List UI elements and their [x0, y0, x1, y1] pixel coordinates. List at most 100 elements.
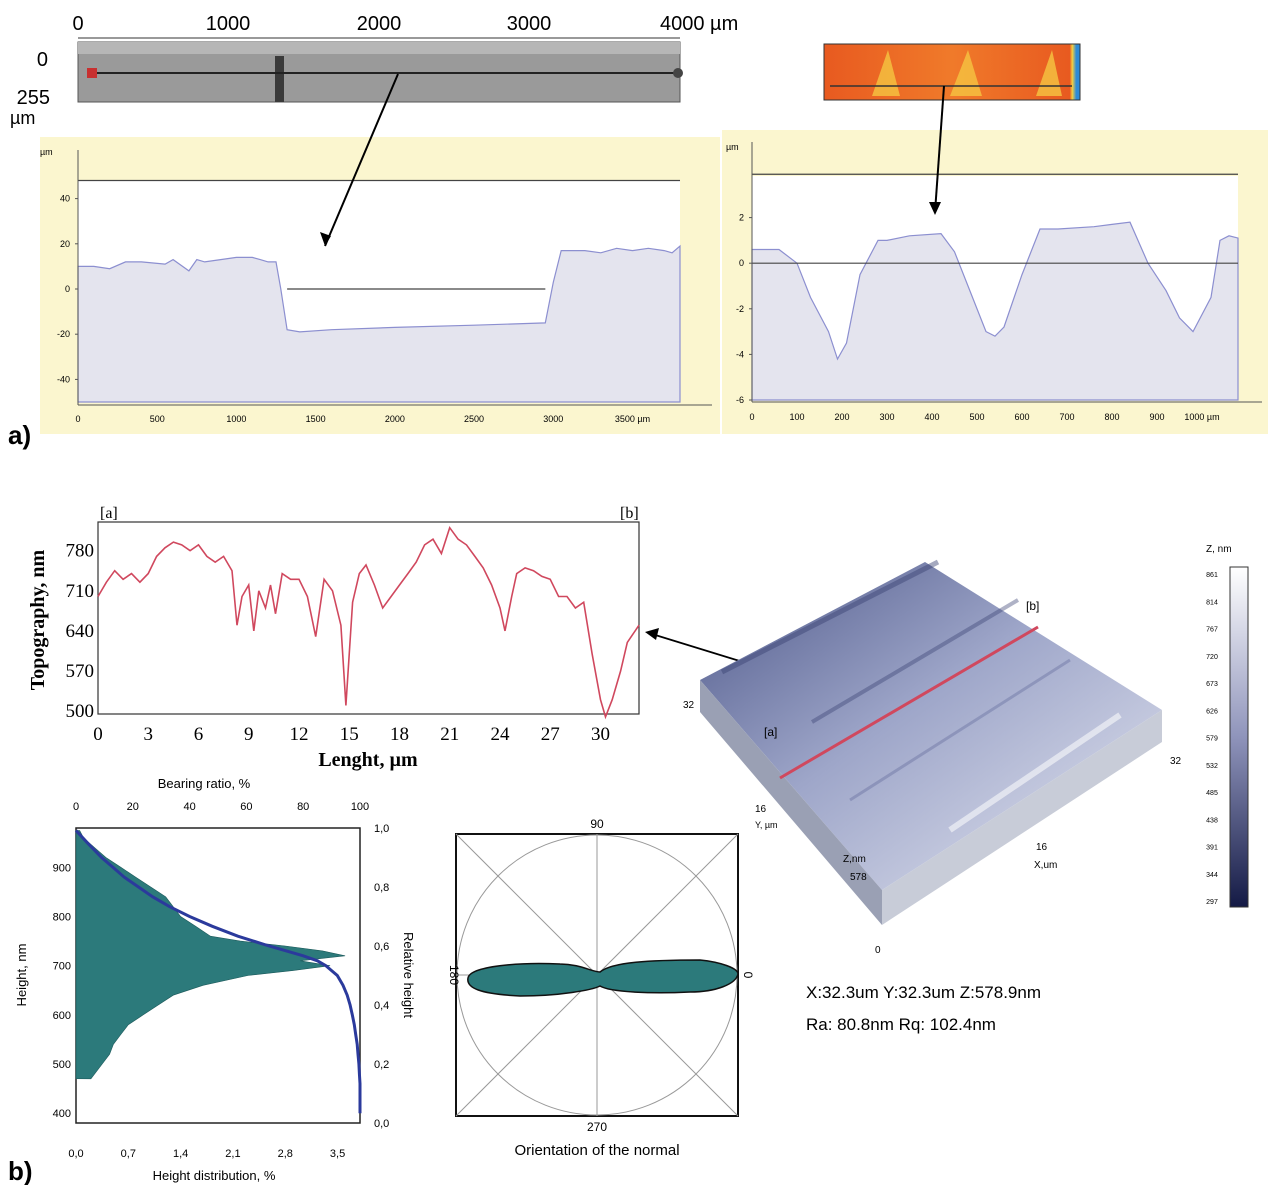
profile-a-left-xtick: 3000 [543, 414, 563, 424]
bearing-ratio-tick: 40 [183, 801, 195, 813]
bearing-ratio-curve [74, 829, 362, 1114]
arrowhead-left [320, 232, 331, 246]
profile-a-right-xtick: 1000 µm [1184, 412, 1219, 422]
profile-a-left-xtick: 2500 [464, 414, 484, 424]
profile-a-left-xtick: 1000 [226, 414, 246, 424]
topography-xtick: 21 [440, 724, 459, 745]
profile-a-right-ytick: -4 [736, 349, 744, 359]
profile-a-right-xtick: 600 [1014, 412, 1029, 422]
profile-a-left-xtick: 1500 [306, 414, 326, 424]
profile-a-left-ytick: -40 [57, 374, 70, 384]
height-distribution-ytick: 500 [53, 1059, 71, 1071]
height-distribution-xtick: 2,8 [278, 1148, 293, 1160]
colorbar-tick: 532 [1206, 763, 1218, 770]
bearing-ratio-tick: 20 [127, 801, 139, 813]
colorbar-ticks: 861 814 767 720 673 626 579 532 485 438 391 344 297 [1206, 572, 1218, 906]
profile-a-left-ytick: 20 [60, 239, 70, 249]
height-distribution-xlabel: Height distribution, % [153, 1168, 276, 1183]
arrow-heatmap-to-profile-right [934, 85, 945, 213]
profile-a-right-xtick: 200 [834, 412, 849, 422]
surface-label-z-value: 578 [850, 872, 867, 883]
surface-ridge-3 [849, 658, 1071, 802]
arrow-scan-to-profile-left [324, 73, 399, 247]
heatmap-strip-a [823, 43, 1081, 101]
topography-ytick: 570 [66, 661, 95, 682]
profile-a-right-ytick: -2 [736, 304, 744, 314]
height-distribution-xtick: 0,7 [121, 1148, 136, 1160]
colorbar-tick: 391 [1206, 845, 1218, 852]
relative-height-tick: 0,4 [374, 1000, 389, 1012]
profile-a-left-xtick: 500 [150, 414, 165, 424]
profile-a-left-chart: µm 0 500 1000 1500 2000 2500 3000 3500 µm 40 20 0 -… [40, 147, 712, 424]
scan-ylabel-255: 255 [17, 87, 50, 109]
topography-plot-frame [97, 521, 640, 715]
scan-end-marker [673, 68, 683, 78]
height-distribution-ytick: 400 [53, 1108, 71, 1120]
height-distribution-ytick: 600 [53, 1010, 71, 1022]
profile-a-right-area [751, 221, 1239, 401]
topography-xtick: 24 [490, 724, 510, 745]
profile-a-left-xtick: 2000 [385, 414, 405, 424]
profile-a-left-ytick: 0 [65, 284, 70, 294]
colorbar-tick: 720 [1206, 654, 1218, 661]
colorbar-tick: 344 [1206, 872, 1218, 879]
profile-a-left-ytick: 40 [60, 194, 70, 204]
topography-ticks: 0 3 6 9 12 15 18 21 24 27 30 780 710 640 570 500 [66, 541, 610, 745]
surface-3d: [b] [a] 32 32 16 Y, µm 16 X,um Z,nm 578 … [683, 559, 1182, 956]
surface-ridge-4 [948, 712, 1122, 833]
scan-strip-highlight [78, 42, 680, 54]
surface-ridge-2 [810, 598, 1020, 724]
height-distribution-xtick: 2,1 [225, 1148, 240, 1160]
topography-xtick: 18 [390, 724, 409, 745]
surface-label-zero: 0 [875, 945, 881, 956]
profile-a-right-reference-lines [752, 173, 1238, 264]
heatmap-image [823, 43, 1081, 101]
bearing-ratio-tick: 100 [351, 801, 369, 813]
colorbar-tick: 673 [1206, 681, 1218, 688]
profile-a-right-xtick: 100 [789, 412, 804, 422]
surface-label-y-axis: Y, µm [755, 820, 778, 830]
colorbar-title: Z, nm [1206, 544, 1232, 555]
height-distribution-xtick: 1,4 [173, 1148, 188, 1160]
profile-a-right-xtick: 800 [1104, 412, 1119, 422]
arrowhead-topography [645, 628, 659, 640]
scan-start-marker [87, 68, 97, 78]
scan-tick-3000: 3000 [507, 13, 552, 35]
profile-a-right-ytick: 0 [739, 258, 744, 268]
relative-height-tick: 0,0 [374, 1118, 389, 1130]
surface-label-y16: 16 [755, 804, 767, 815]
polar-label-90: 90 [590, 817, 604, 831]
surface-section-line [779, 625, 1039, 780]
topography-line [97, 525, 640, 720]
profile-a-right-xtick: 700 [1059, 412, 1074, 422]
arrowhead-right [929, 202, 941, 215]
scan-tick-1000: 1000 [206, 13, 251, 35]
profile-a-left-ticks: 0 500 1000 1500 2000 2500 3000 3500 µm 40 20 0 -20 -… [57, 194, 650, 424]
profile-a-left-reference-lines [78, 179, 680, 290]
colorbar-tick: 767 [1206, 627, 1218, 634]
scan-tick-4000: 4000 µm [660, 13, 738, 35]
height-distribution-ytick: 800 [53, 912, 71, 924]
topography-xtick: 30 [591, 724, 610, 745]
polar-orientation-shape [467, 959, 739, 997]
colorbar-tick: 626 [1206, 708, 1218, 715]
colorbar-tick: 861 [1206, 572, 1218, 579]
surface-label-z-axis: Z,nm [843, 854, 866, 865]
profile-a-right-chart: µm 0 100 200 300 400 500 600 700 800 900 1000 µm20… [726, 142, 1262, 422]
height-distribution-ytick: 900 [53, 862, 71, 874]
topography-chart: 0 3 6 9 12 15 18 21 24 27 30 780 710 640 570 500 [a] [b… [27, 505, 640, 771]
relative-height-tick: 0,8 [374, 882, 389, 894]
profile-a-right-ticks: 0 100 200 300 400 500 600 700 800 900 1000 µm 2 0 -2 -… [736, 213, 1220, 422]
scan-tick-0: 0 [72, 13, 83, 35]
topography-xtick: 6 [194, 724, 204, 745]
polar-label-180: 180 [447, 965, 461, 985]
surface-label-a: [a] [764, 725, 777, 739]
topography-ytick: 500 [66, 701, 95, 722]
polar-label-270: 270 [587, 1120, 607, 1134]
topography-xtick: 27 [541, 724, 560, 745]
surface-label-x-axis: X,um [1034, 860, 1057, 871]
topography-xtick: 3 [143, 724, 153, 745]
profile-a-left-xtick: 3500 µm [615, 414, 650, 424]
profile-a-left-xtick: 0 [75, 414, 80, 424]
height-distribution-top-label: Bearing ratio, % [158, 776, 251, 791]
